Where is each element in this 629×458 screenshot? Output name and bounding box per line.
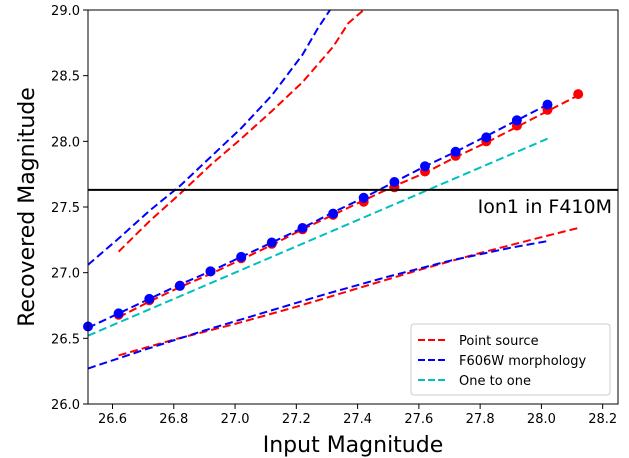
y-axis: 26.0 26.5 27.0 27.5 28.0 28.5 29.0 <box>51 4 88 413</box>
y-tick-label: 26.0 <box>51 398 80 413</box>
blue-marker-point <box>174 280 185 291</box>
legend: Point source F606W morphology One to one <box>410 323 611 396</box>
x-tick-label: 28.0 <box>527 412 556 427</box>
legend-label-point-source: Point source <box>459 334 539 349</box>
series-point-source-upper-line <box>117 10 365 253</box>
series-point-source-median-line <box>118 94 579 319</box>
blue-marker-point <box>389 177 400 187</box>
x-tick-label: 27.8 <box>466 412 495 427</box>
plot-area <box>83 9 619 405</box>
marker-layer <box>83 89 584 332</box>
x-tick-label: 28.2 <box>588 412 617 427</box>
legend-label-one-to-one: One to one <box>459 374 531 389</box>
blue-marker-point <box>266 237 277 248</box>
blue-marker-point <box>358 192 369 203</box>
y-tick-label: 26.5 <box>51 332 80 347</box>
blue-marker-point <box>420 161 430 172</box>
x-axis: 26.6 26.8 27.0 27.2 27.4 27.6 27.8 28.0 28.2 <box>98 404 617 427</box>
blue-marker-point <box>113 308 124 319</box>
blue-marker-point <box>144 293 155 304</box>
x-axis-label: Input Magnitude <box>263 433 444 458</box>
blue-marker-point <box>511 115 522 126</box>
y-tick-label: 28.5 <box>51 70 80 85</box>
hline-label: Ion1 in F410M <box>478 196 612 218</box>
x-tick-label: 27.0 <box>221 412 250 427</box>
blue-marker-point <box>481 132 492 143</box>
series-f606w-morphology-median-line <box>88 103 548 329</box>
y-tick-label: 27.5 <box>51 201 80 216</box>
red-marker-point <box>573 89 584 100</box>
y-axis-label: Recovered Magnitude <box>15 87 40 327</box>
series-f606w-morphology-upper-line <box>88 10 331 266</box>
legend-entry-point-source: Point source <box>418 334 539 349</box>
legend-label-f606w-morphology: F606W morphology <box>459 354 587 369</box>
y-tick-label: 29.0 <box>51 4 80 19</box>
legend-entry-one-to-one: One to one <box>418 374 531 389</box>
blue-marker-point <box>205 266 216 277</box>
x-tick-label: 27.2 <box>282 412 311 427</box>
y-tick-label: 28.0 <box>51 135 80 150</box>
blue-marker-point <box>297 223 308 233</box>
blue-marker-point <box>542 99 553 110</box>
x-tick-label: 27.4 <box>343 412 372 427</box>
x-tick-label: 26.8 <box>159 412 188 427</box>
blue-marker-point <box>328 208 339 219</box>
x-tick-label: 26.6 <box>98 412 127 427</box>
blue-marker-point <box>236 251 247 262</box>
legend-box <box>410 323 611 396</box>
series-f606w-morphology-lower-line <box>88 240 548 370</box>
series-layer <box>88 10 579 370</box>
legend-entry-f606w-morphology: F606W morphology <box>418 354 587 369</box>
x-tick-label: 27.6 <box>404 412 433 427</box>
blue-marker-point <box>450 146 461 157</box>
y-tick-label: 27.0 <box>51 267 80 282</box>
